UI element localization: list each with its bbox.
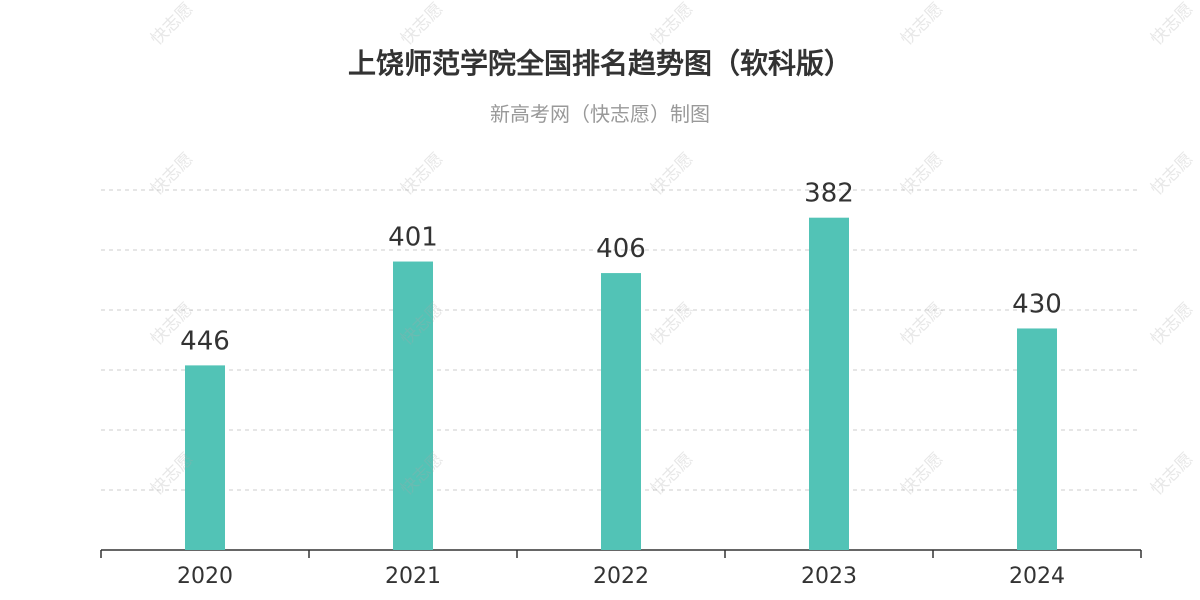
x-tick-label-2021: 2021 (385, 564, 441, 589)
data-label-2023: 382 (804, 179, 854, 209)
x-tick-label-2023: 2023 (801, 564, 857, 589)
chart-title: 上饶师范学院全国排名趋势图（软科版） (347, 47, 852, 80)
x-tick-label-2022: 2022 (593, 564, 649, 589)
x-tick-label-2024: 2024 (1009, 564, 1065, 589)
x-tick-label-2020: 2020 (177, 564, 233, 589)
bar-2024 (1017, 328, 1057, 550)
bar-2022 (601, 273, 641, 550)
chart-subtitle: 新高考网（快志愿）制图 (490, 102, 710, 126)
data-label-2021: 401 (388, 223, 438, 253)
bar-2020 (185, 365, 225, 550)
data-label-2022: 406 (596, 234, 646, 264)
bar-2021 (393, 261, 433, 550)
data-label-2024: 430 (1012, 289, 1062, 319)
data-label-2020: 446 (180, 326, 230, 356)
bar-2023 (809, 217, 849, 550)
